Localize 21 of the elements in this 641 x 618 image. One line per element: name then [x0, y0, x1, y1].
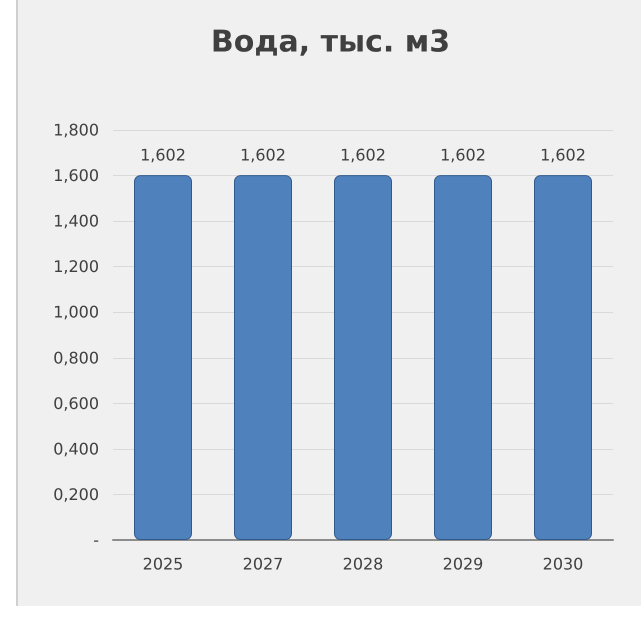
data-label: 1,602: [440, 146, 486, 165]
data-label: 1,602: [240, 146, 286, 165]
x-tick-label: 2027: [242, 554, 284, 574]
y-tick-label: 1,400: [53, 212, 99, 231]
y-tick-label: 1,600: [53, 166, 99, 186]
x-tick-label: 2029: [442, 554, 484, 574]
x-tick-label: 2030: [542, 554, 584, 574]
y-tick-label: 1,000: [53, 302, 99, 322]
y-tick-label: -: [93, 530, 99, 550]
data-label: 1,602: [540, 146, 586, 165]
data-label: 1,602: [340, 146, 386, 165]
chart-title: Вода, тыс. м3: [210, 24, 450, 60]
x-tick-label: 2028: [342, 554, 384, 574]
y-tick-label: 0,400: [53, 439, 99, 458]
y-tick-label: 0,800: [53, 348, 99, 368]
y-tick-label: 0,200: [53, 484, 99, 504]
x-tick-label: 2025: [142, 554, 184, 574]
y-tick-label: 1,200: [53, 257, 99, 276]
data-label: 1,602: [140, 146, 186, 165]
y-tick-label: 1,800: [53, 120, 99, 140]
y-tick-label: 0,600: [53, 394, 99, 413]
